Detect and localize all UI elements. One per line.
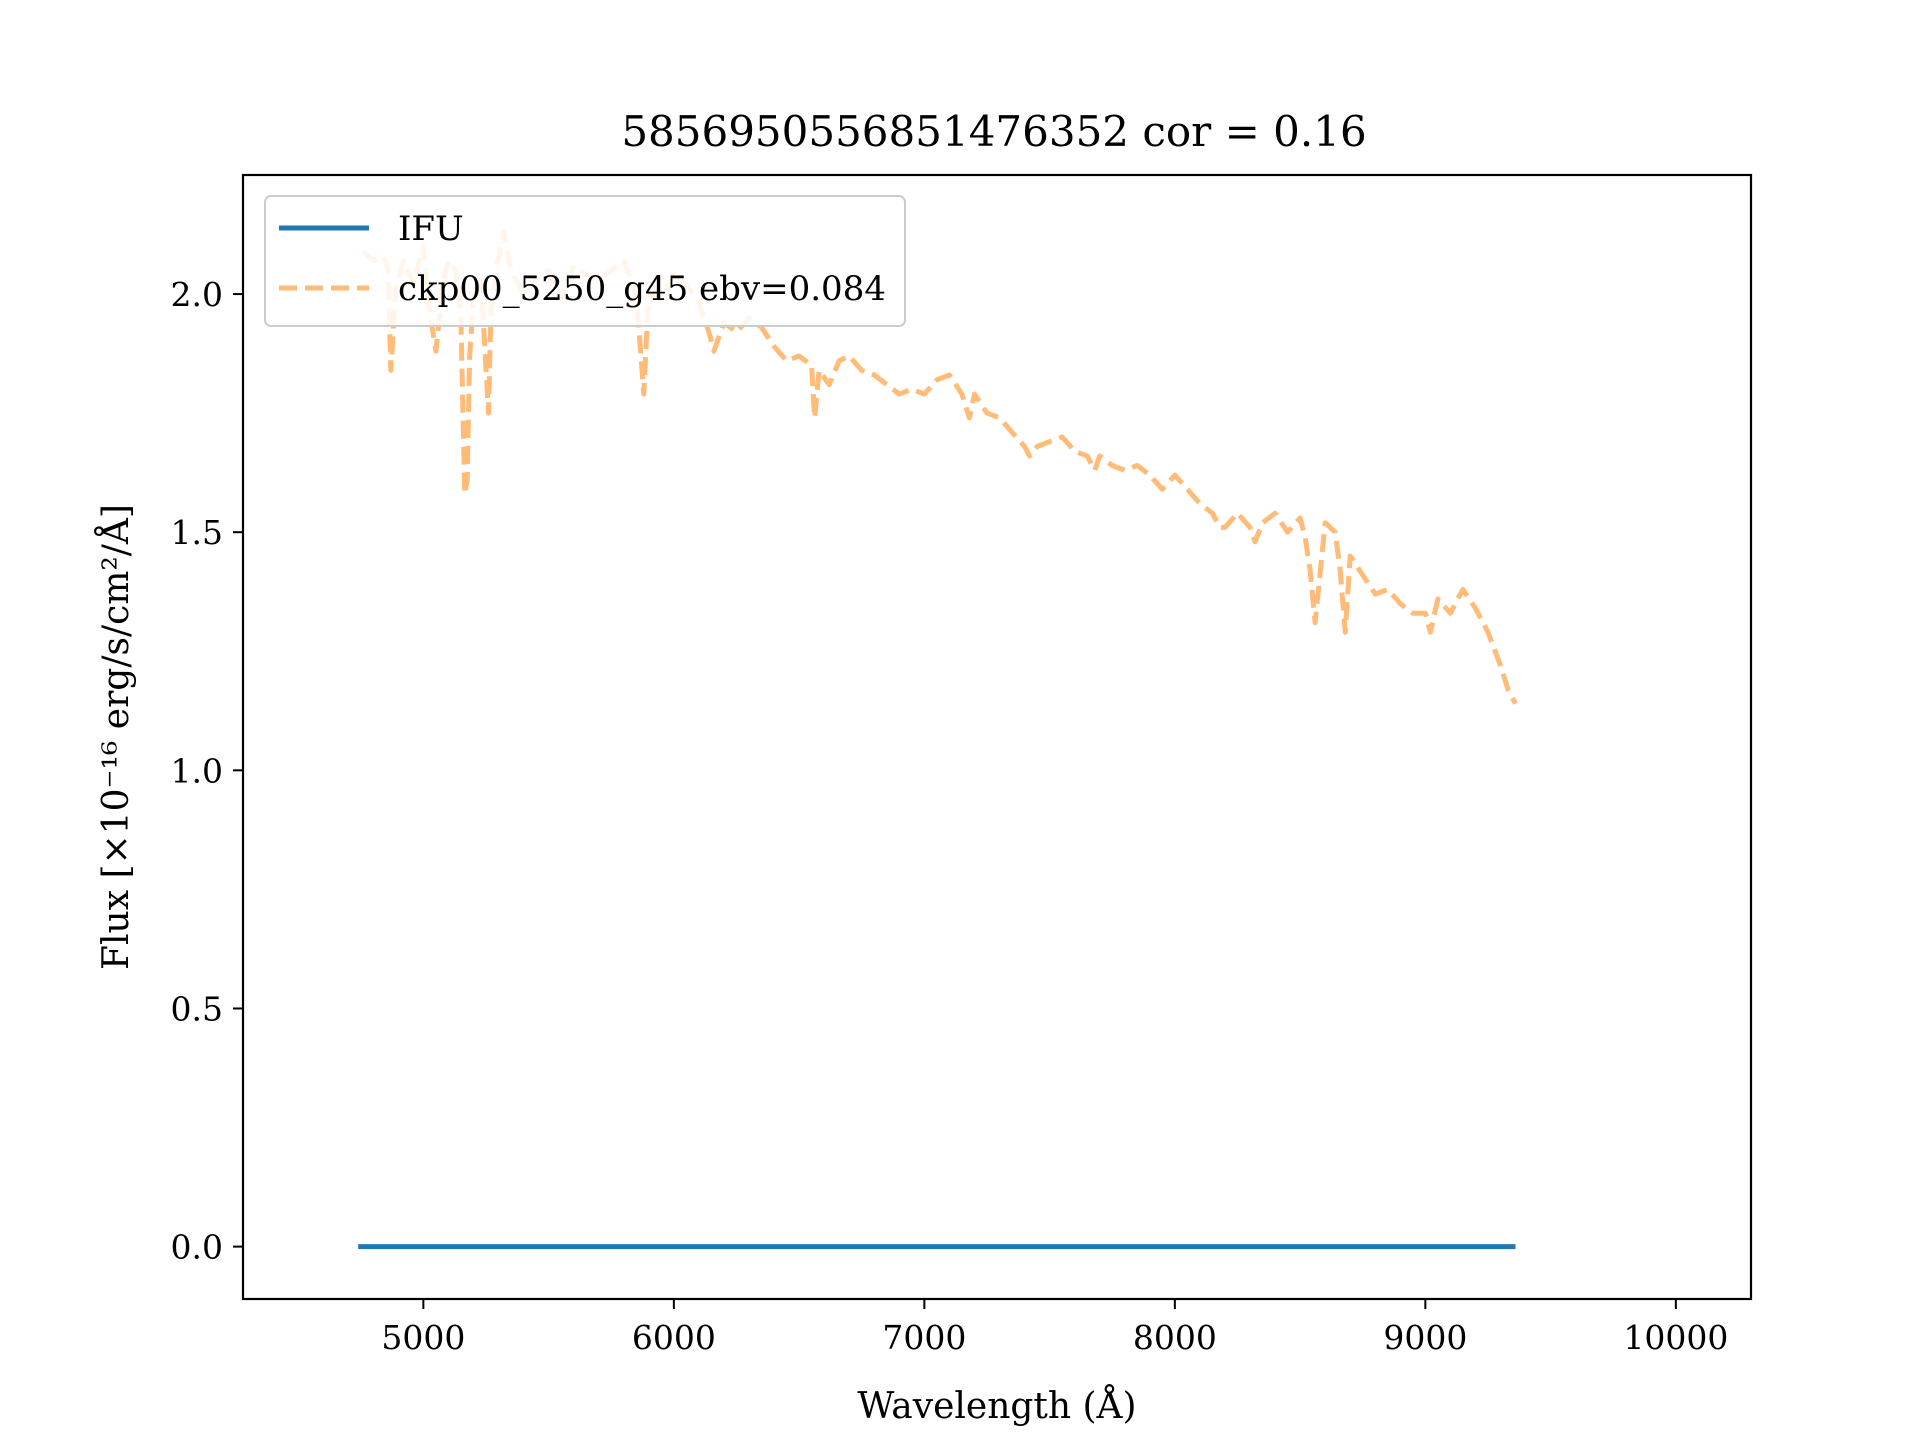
y-tick-label: 0.0 [171,1228,223,1267]
legend: IFU ckp00_5250_g45 ebv=0.084 [264,195,906,327]
x-tick-label: 8000 [1133,1318,1217,1357]
x-axis-ticks: 5000 6000 7000 8000 9000 10000 [381,1299,1728,1357]
plot-area [241,173,1753,1301]
series-line-model [361,229,1518,705]
y-axis-ticks: 0.0 0.5 1.0 1.5 2.0 [171,275,243,1267]
axes-frame [241,173,1753,1301]
series-layer [358,229,1518,1250]
legend-label-model: ckp00_5250_g45 ebv=0.084 [398,269,886,309]
y-tick-label: 2.0 [171,275,223,314]
x-tick-label: 5000 [381,1318,465,1357]
y-tick-label: 0.5 [171,989,223,1028]
chart-title: 5856950556851476352 cor = 0.16 [621,107,1366,156]
y-tick-label: 1.0 [171,751,223,790]
legend-label-ifu: IFU [398,209,464,249]
x-tick-label: 10000 [1623,1318,1728,1357]
y-axis-label: Flux [×10⁻¹⁶ erg/s/cm²/Å] [95,504,137,970]
x-axis-label: Wavelength (Å) [857,1385,1136,1427]
x-tick-label: 9000 [1383,1318,1467,1357]
legend-box [264,195,906,327]
x-tick-label: 7000 [882,1318,966,1357]
y-tick-label: 1.5 [171,513,223,552]
x-tick-label: 6000 [632,1318,716,1357]
